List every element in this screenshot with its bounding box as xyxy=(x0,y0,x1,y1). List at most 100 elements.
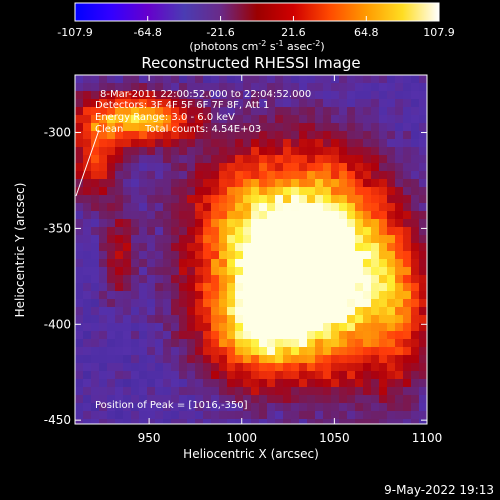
heatmap-pixel xyxy=(203,315,212,324)
heatmap-pixel xyxy=(235,147,244,156)
heatmap-pixel xyxy=(211,139,220,148)
heatmap-pixel xyxy=(139,227,148,236)
heatmap-pixel xyxy=(331,147,340,156)
heatmap-pixel xyxy=(299,219,308,228)
heatmap-pixel xyxy=(163,355,172,364)
heatmap-pixel xyxy=(275,235,284,244)
heatmap-pixel xyxy=(107,259,116,268)
heatmap-pixel xyxy=(163,299,172,308)
heatmap-pixel xyxy=(291,139,300,148)
heatmap-pixel xyxy=(299,355,308,364)
heatmap-pixel xyxy=(171,83,180,92)
heatmap-pixel xyxy=(235,179,244,188)
heatmap-pixel xyxy=(275,211,284,220)
heatmap-pixel xyxy=(259,355,268,364)
heatmap-pixel xyxy=(243,171,252,180)
heatmap-pixel xyxy=(371,187,380,196)
heatmap-pixel xyxy=(131,91,140,100)
heatmap-pixel xyxy=(323,187,332,196)
heatmap-pixel xyxy=(99,299,108,308)
heatmap-pixel xyxy=(379,171,388,180)
heatmap-pixel xyxy=(195,371,204,380)
heatmap-pixel xyxy=(331,91,340,100)
heatmap-pixel xyxy=(363,139,372,148)
heatmap-pixel xyxy=(387,179,396,188)
heatmap-pixel xyxy=(131,123,140,132)
heatmap-pixel xyxy=(315,107,324,116)
heatmap-pixel xyxy=(147,235,156,244)
heatmap-pixel xyxy=(91,195,100,204)
heatmap-pixel xyxy=(107,75,116,84)
heatmap-pixel xyxy=(403,419,412,424)
heatmap-pixel xyxy=(123,387,132,396)
heatmap-pixel xyxy=(411,331,420,340)
heatmap-pixel xyxy=(355,267,364,276)
heatmap-pixel xyxy=(403,267,412,276)
heatmap-pixel xyxy=(299,227,308,236)
y-tick-label: -350 xyxy=(44,221,71,235)
heatmap-pixel xyxy=(283,411,292,420)
heatmap-pixel xyxy=(195,99,204,108)
heatmap-pixel xyxy=(299,139,308,148)
heatmap-pixel xyxy=(163,155,172,164)
heatmap-pixel xyxy=(371,387,380,396)
heatmap-pixel xyxy=(147,83,156,92)
heatmap-pixel xyxy=(155,299,164,308)
heatmap-pixel xyxy=(179,187,188,196)
heatmap-pixel xyxy=(339,179,348,188)
heatmap-pixel xyxy=(419,291,427,300)
heatmap-pixel xyxy=(283,355,292,364)
heatmap-pixel xyxy=(275,339,284,348)
heatmap-pixel xyxy=(243,131,252,140)
heatmap-pixel xyxy=(219,331,228,340)
heatmap-pixel xyxy=(123,107,132,116)
heatmap-pixel xyxy=(115,155,124,164)
heatmap-pixel xyxy=(203,123,212,132)
heatmap-pixel xyxy=(371,283,380,292)
heatmap-pixel xyxy=(211,267,220,276)
heatmap-pixel xyxy=(291,331,300,340)
heatmap-pixel xyxy=(331,347,340,356)
heatmap-pixel xyxy=(171,331,180,340)
heatmap-pixel xyxy=(283,371,292,380)
heatmap-pixel xyxy=(83,99,92,108)
heatmap-pixel xyxy=(139,419,148,424)
heatmap-pixel xyxy=(403,99,412,108)
heatmap-pixel xyxy=(99,355,108,364)
heatmap-pixel xyxy=(315,283,324,292)
heatmap-pixel xyxy=(171,251,180,260)
heatmap-pixel xyxy=(203,283,212,292)
heatmap-pixel xyxy=(139,339,148,348)
heatmap-pixel xyxy=(283,283,292,292)
heatmap-pixel xyxy=(107,91,116,100)
heatmap-pixel xyxy=(235,259,244,268)
heatmap-pixel xyxy=(363,387,372,396)
heatmap-pixel xyxy=(139,355,148,364)
heatmap-pixel xyxy=(331,107,340,116)
heatmap-pixel xyxy=(283,419,292,424)
heatmap-pixel xyxy=(323,195,332,204)
heatmap-pixel xyxy=(355,91,364,100)
heatmap-pixel xyxy=(179,355,188,364)
heatmap-pixel xyxy=(211,163,220,172)
heatmap-pixel xyxy=(371,339,380,348)
heatmap-pixel xyxy=(227,131,236,140)
heatmap-pixel xyxy=(99,291,108,300)
heatmap-pixel xyxy=(171,267,180,276)
heatmap-pixel xyxy=(347,307,356,316)
heatmap-pixel xyxy=(155,379,164,388)
heatmap-pixel xyxy=(267,403,276,412)
heatmap-pixel xyxy=(251,387,260,396)
heatmap-pixel xyxy=(131,371,140,380)
heatmap-pixel xyxy=(251,155,260,164)
heatmap-pixel xyxy=(243,379,252,388)
heatmap-pixel xyxy=(395,187,404,196)
heatmap-pixel xyxy=(115,283,124,292)
heatmap-pixel xyxy=(179,139,188,148)
heatmap-pixel xyxy=(91,203,100,212)
heatmap-pixel xyxy=(371,251,380,260)
heatmap-pixel xyxy=(227,187,236,196)
heatmap-pixel xyxy=(323,323,332,332)
heatmap-pixel xyxy=(99,107,108,116)
heatmap-pixel xyxy=(339,331,348,340)
